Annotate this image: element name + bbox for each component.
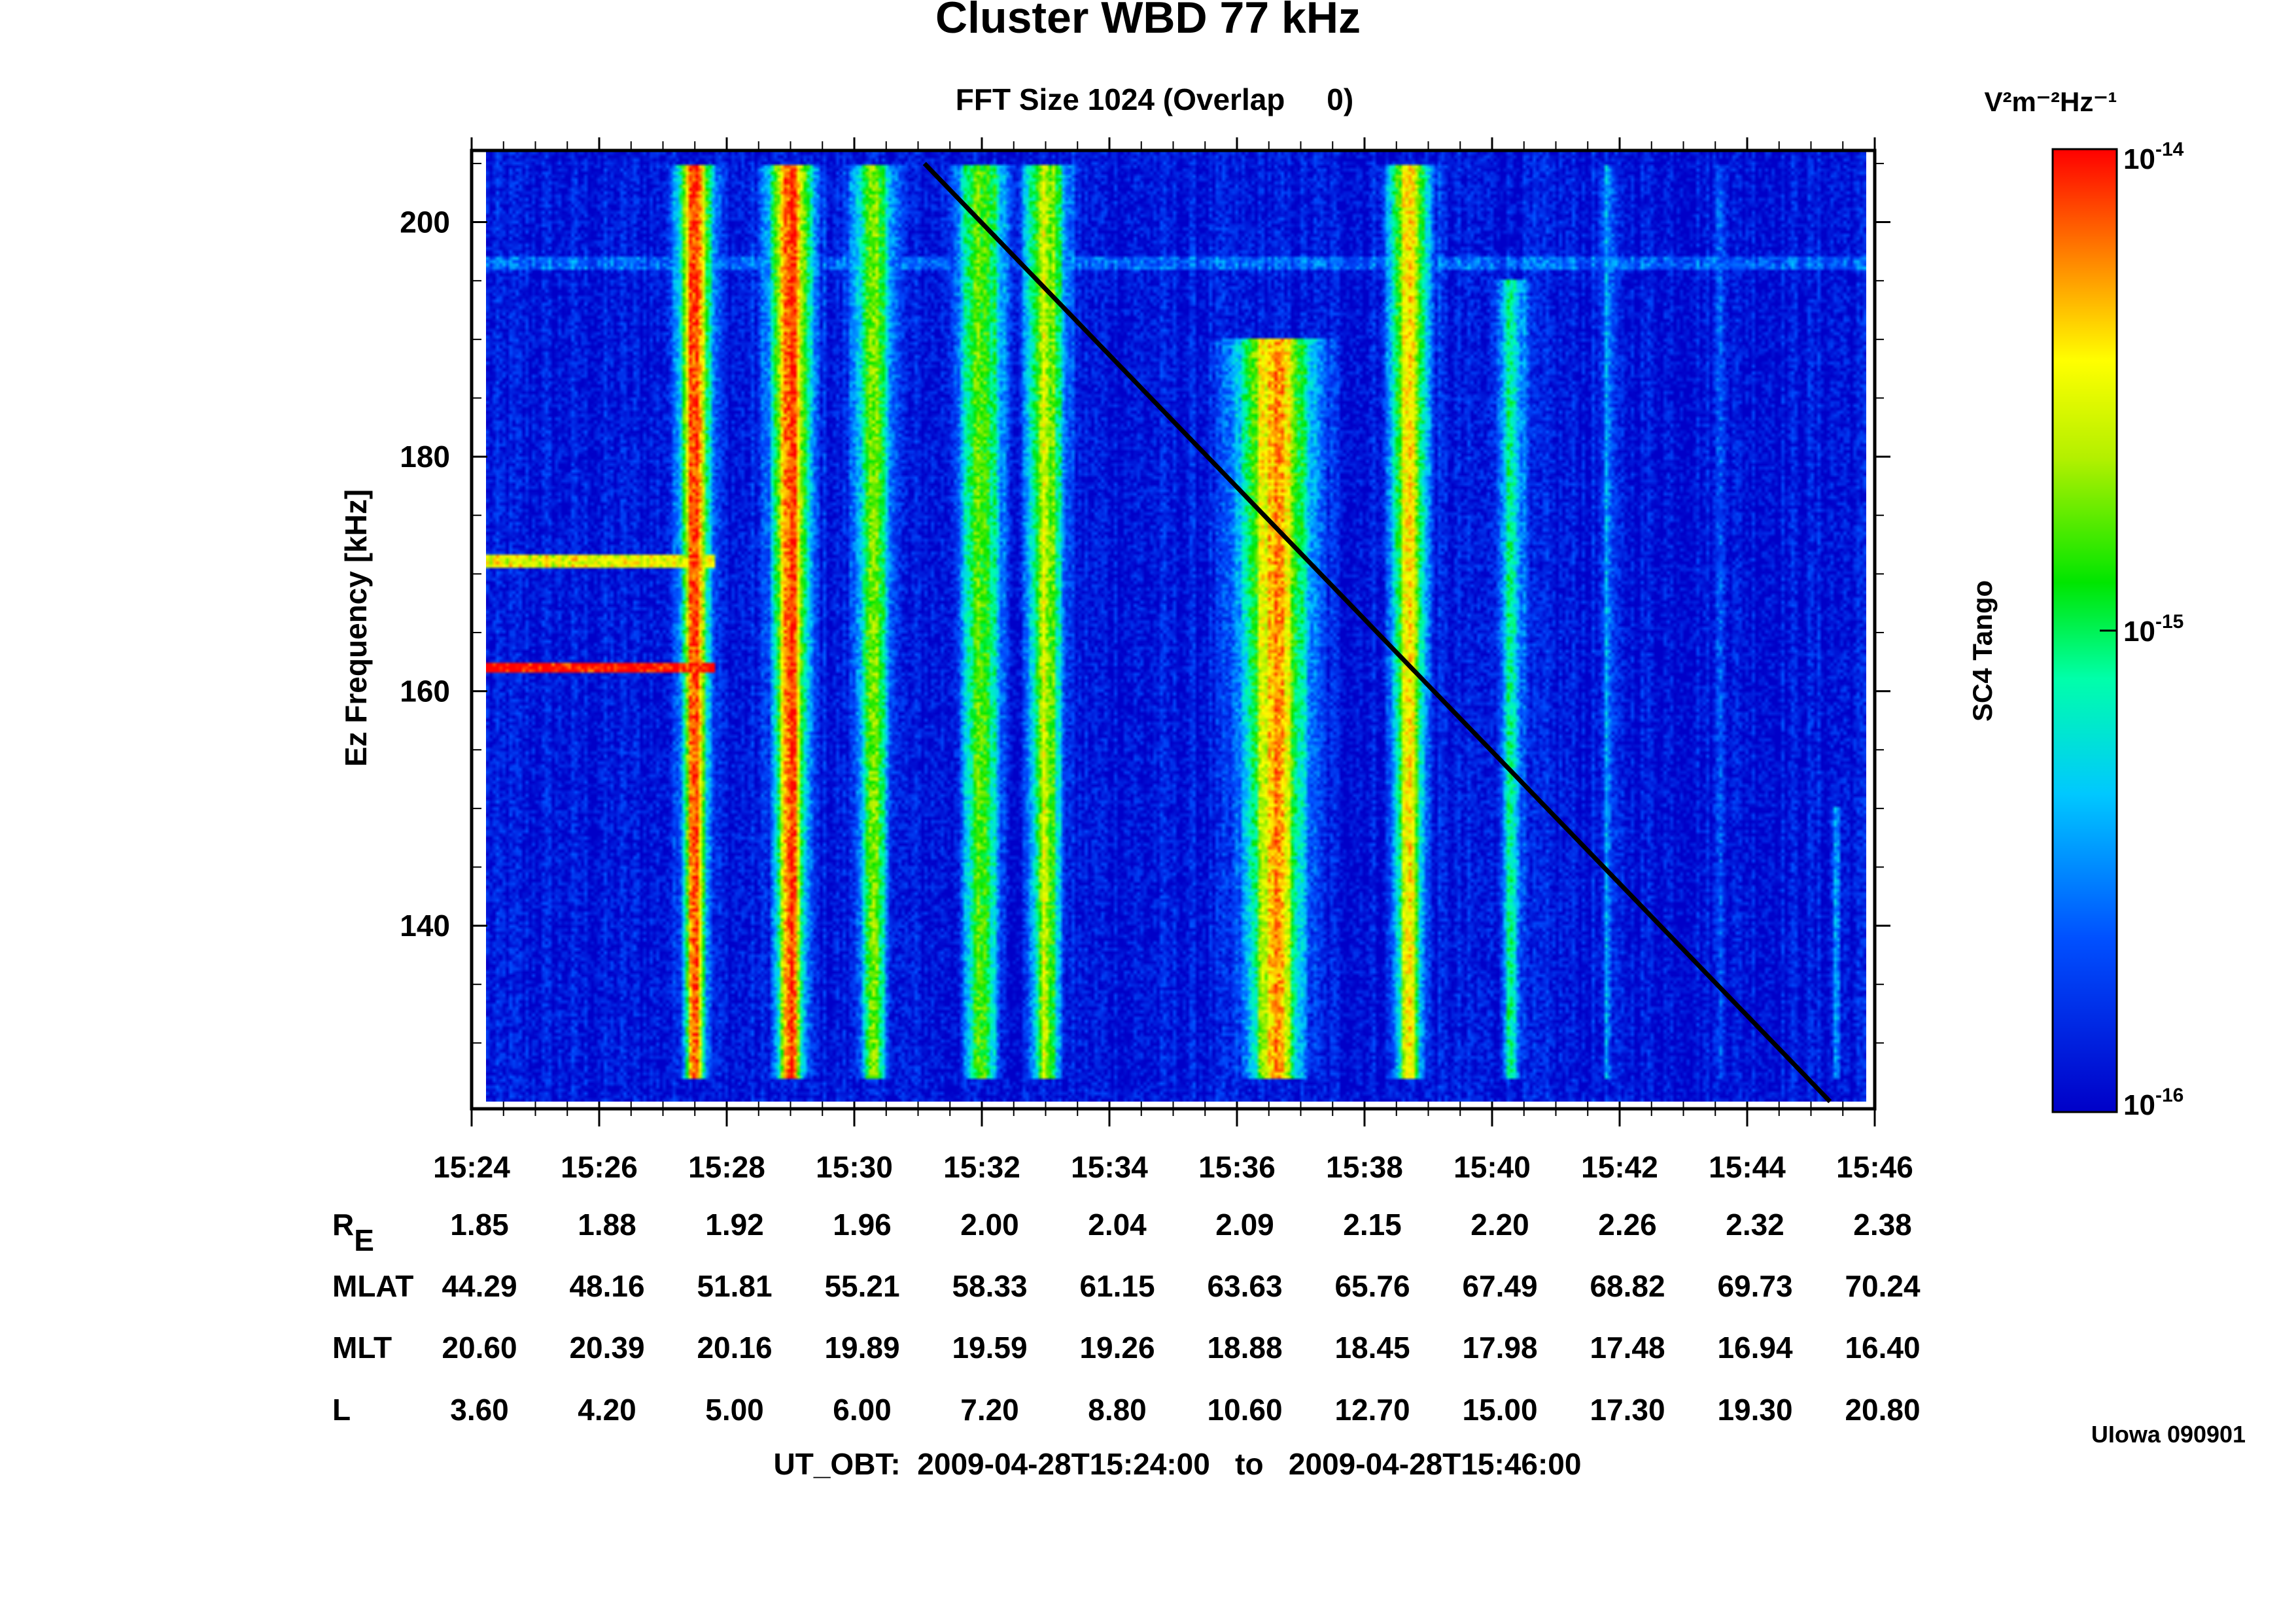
colorbar-tick-exponent: -14 <box>2155 139 2184 160</box>
ephemeris-value: 2.04 <box>1088 1208 1147 1242</box>
ephemeris-value: 2.20 <box>1470 1208 1529 1242</box>
y-tick-label: 180 <box>400 440 450 474</box>
ephemeris-value: 1.88 <box>578 1208 636 1242</box>
chart-subtitle: FFT Size 1024 (Overlap 0) <box>956 82 1353 116</box>
colorbar-tick-exponent: -15 <box>2155 611 2183 633</box>
ephemeris-value: 20.39 <box>569 1331 644 1365</box>
ephemeris-row-label: L <box>332 1393 351 1427</box>
x-tick-label: 15:46 <box>1836 1150 1913 1184</box>
ephemeris-value: 2.32 <box>1726 1208 1784 1242</box>
ephemeris-value: 20.60 <box>442 1331 517 1365</box>
ephemeris-value: 17.30 <box>1590 1393 1665 1427</box>
ephemeris-value: 2.26 <box>1598 1208 1657 1242</box>
ephemeris-value: 69.73 <box>1717 1269 1792 1303</box>
ephemeris-value: 4.20 <box>578 1393 636 1427</box>
y-tick-label: 160 <box>400 674 450 708</box>
colorbar-tick-label: 10-14 <box>2123 139 2184 175</box>
ephemeris-value: 7.20 <box>960 1393 1019 1427</box>
ephemeris-value: 67.49 <box>1462 1269 1537 1303</box>
ephemeris-value: 3.60 <box>450 1393 509 1427</box>
ephemeris-value: 19.59 <box>952 1331 1027 1365</box>
ephemeris-value: 1.92 <box>705 1208 764 1242</box>
colorbar-tick-exponent: -16 <box>2155 1085 2183 1106</box>
ephemeris-row-label: MLT <box>332 1331 392 1365</box>
ephemeris-value: 55.21 <box>824 1269 899 1303</box>
ephemeris-value: 10.60 <box>1207 1393 1282 1427</box>
y-tick-label: 200 <box>400 205 450 239</box>
ephemeris-value: 20.16 <box>697 1331 772 1365</box>
ephemeris-value: 1.96 <box>833 1208 892 1242</box>
x-tick-label: 15:26 <box>561 1150 638 1184</box>
ephemeris-value: 5.00 <box>705 1393 764 1427</box>
x-tick-label: 15:42 <box>1581 1150 1658 1184</box>
ephemeris-table: RE 1.85 1.88 1.92 1.96 2.00 2.04 2.09 2.15 2.20 2.… <box>332 1208 1921 1427</box>
ephemeris-row-label: MLAT <box>332 1269 413 1303</box>
ephemeris-label-subscript: E <box>354 1223 374 1257</box>
colorbar-tick-label: 10-16 <box>2123 1085 2183 1121</box>
ephemeris-value: 2.00 <box>960 1208 1019 1242</box>
colorbar-label: SC4 Tango <box>1967 580 1998 722</box>
ephemeris-value: 19.26 <box>1079 1331 1155 1365</box>
ephemeris-value: 2.15 <box>1343 1208 1402 1242</box>
ephemeris-value: 58.33 <box>952 1269 1027 1303</box>
ephemeris-value: 8.80 <box>1088 1393 1147 1427</box>
credit-label: UIowa 090901 <box>2091 1421 2246 1448</box>
y-axis: 140 160 180 200 <box>400 162 1890 1044</box>
ephemeris-value: 2.38 <box>1853 1208 1912 1242</box>
ephemeris-value: 17.98 <box>1462 1331 1537 1365</box>
x-tick-label: 15:44 <box>1709 1150 1786 1184</box>
x-tick-label: 15:34 <box>1071 1150 1148 1184</box>
ephemeris-value: 17.48 <box>1590 1331 1665 1365</box>
ephemeris-value: 48.16 <box>569 1269 644 1303</box>
ephemeris-value: 51.81 <box>697 1269 772 1303</box>
ephemeris-value: 68.82 <box>1590 1269 1665 1303</box>
colorbar: V²m⁻²Hz⁻¹ SC4 Tango 10-14 10-15 10-16 <box>1967 86 2184 1121</box>
ephemeris-value: 63.63 <box>1207 1269 1282 1303</box>
ephemeris-value: 19.30 <box>1717 1393 1792 1427</box>
ephemeris-value: 19.89 <box>824 1331 899 1365</box>
ephemeris-value: 18.45 <box>1334 1331 1410 1365</box>
y-tick-label: 140 <box>400 909 450 943</box>
ephemeris-value: 20.80 <box>1845 1393 1920 1427</box>
y-axis-label: Ez Frequency [kHz] <box>339 489 373 767</box>
x-tick-label: 15:24 <box>433 1150 510 1184</box>
x-tick-label: 15:40 <box>1453 1150 1531 1184</box>
x-tick-label: 15:36 <box>1198 1150 1276 1184</box>
ephemeris-value: 12.70 <box>1334 1393 1410 1427</box>
ephemeris-value: 70.24 <box>1845 1269 1921 1303</box>
ephemeris-value: 16.94 <box>1717 1331 1793 1365</box>
x-tick-label: 15:30 <box>816 1150 893 1184</box>
chart-title: Cluster WBD 77 kHz <box>935 0 1361 43</box>
ephemeris-value: 2.09 <box>1215 1208 1274 1242</box>
ephemeris-value: 18.88 <box>1207 1331 1282 1365</box>
ephemeris-value: 16.40 <box>1845 1331 1920 1365</box>
time-range: UT_OBT: 2009-04-28T15:24:00 to 2009-04-2… <box>774 1447 1582 1481</box>
ephemeris-value: 1.85 <box>450 1208 509 1242</box>
x-tick-label: 15:38 <box>1326 1150 1403 1184</box>
ephemeris-row-label: RE <box>332 1208 374 1257</box>
ephemeris-value: 61.15 <box>1079 1269 1155 1303</box>
x-tick-label: 15:32 <box>943 1150 1020 1184</box>
ephemeris-value: 6.00 <box>833 1393 892 1427</box>
colorbar-tick-label: 10-15 <box>2123 611 2183 648</box>
colorbar-unit: V²m⁻²Hz⁻¹ <box>1985 86 2117 117</box>
ephemeris-value: 15.00 <box>1462 1393 1537 1427</box>
x-axis: 15:24 15:26 15:28 15:30 15:32 15:34 15:36 15:38… <box>433 137 1913 1184</box>
x-tick-label: 15:28 <box>688 1150 765 1184</box>
ephemeris-value: 44.29 <box>442 1269 517 1303</box>
overlay-line <box>922 162 1832 1104</box>
ephemeris-value: 65.76 <box>1334 1269 1410 1303</box>
spectrogram-heatmap <box>486 152 1866 1102</box>
